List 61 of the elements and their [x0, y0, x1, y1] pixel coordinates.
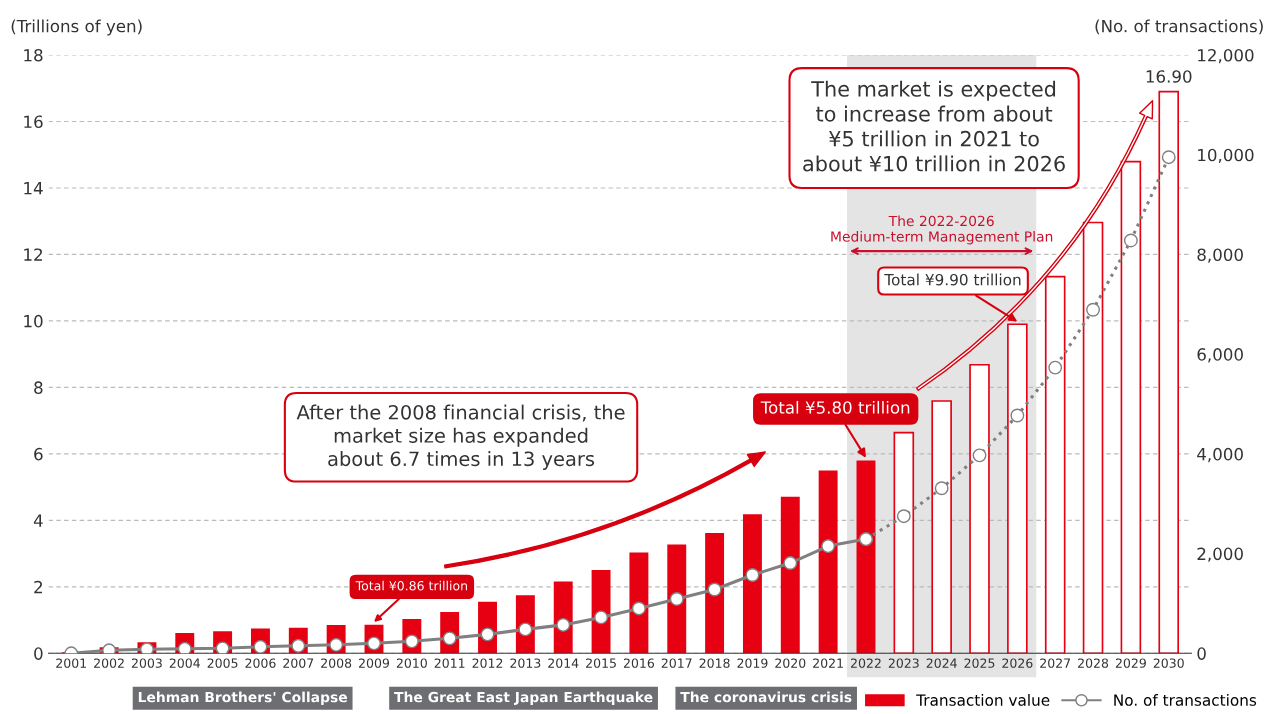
annotation: Total ¥0.86 trillion	[355, 580, 467, 591]
y-tick-label: 18	[24, 48, 43, 62]
annotation: After the 2008 financial crisis, the market size has expanded about 6.7 times in 13 years	[296, 404, 625, 470]
x-tick-label: 2002	[94, 658, 124, 668]
x-tick-label: 2024	[926, 658, 957, 668]
x-tick-label: 2022	[850, 658, 881, 668]
x-tick-label: 2025	[964, 658, 995, 668]
y-tick-label: 8	[34, 381, 43, 394]
x-tick-label: 2028	[1078, 658, 1109, 668]
x-tick-label: 2016	[623, 658, 655, 668]
y-tick-label: 16	[24, 115, 43, 129]
y-tick-label: 10	[24, 314, 43, 328]
x-tick-label: 2010	[396, 658, 427, 668]
y2-tick-label: 12,000	[1198, 48, 1254, 64]
y2-tick-label: 2,000	[1197, 547, 1243, 562]
x-tick-label: 2015	[586, 658, 616, 668]
data-label: 16.90	[1146, 70, 1192, 83]
x-tick-label: 2008	[321, 658, 352, 668]
x-tick-label: 2003	[131, 658, 162, 668]
text: Lehman Brothers' Collapse	[138, 691, 348, 706]
y2-tick-label: 4,000	[1197, 447, 1243, 463]
x-tick-label: 2012	[472, 658, 503, 668]
x-tick-label: 2027	[1040, 658, 1071, 668]
x-tick-label: 2014	[548, 658, 579, 668]
x-tick-label: 2007	[283, 658, 314, 668]
x-tick-label: 2004	[169, 658, 200, 668]
annotation: The market is expected to increase from about ¥5 trillion in 2021 to about ¥10 trillion in 2026	[803, 80, 1065, 172]
x-tick-label: 2011	[434, 658, 465, 668]
y2-tick-label: 10,000	[1198, 148, 1254, 163]
legend-label: Transaction value	[916, 694, 1050, 706]
y-tick-label: 4	[33, 514, 43, 527]
x-tick-label: 2021	[813, 658, 843, 668]
band-label: The 2022-2026 Medium-term Management Plan	[831, 215, 1053, 245]
x-tick-label: 2026	[1002, 658, 1033, 668]
legend-label: No. of transactions	[1114, 694, 1257, 706]
x-tick-label: 2023	[888, 658, 919, 668]
y-tick-label: 6	[34, 447, 43, 461]
y-tick-label: 12	[24, 248, 42, 261]
y2-tick-label: 0	[1197, 647, 1206, 660]
y-tick-label: 2	[34, 580, 42, 594]
y-tick-label: 0	[34, 647, 43, 660]
x-tick-label: 2005	[207, 658, 238, 668]
x-tick-label: 2018	[699, 658, 730, 668]
y2-axis-title: (No. of transactions)	[1095, 19, 1263, 35]
annotation: Total ¥5.80 trillion	[760, 400, 910, 414]
text: The Great East Japan Earthquake	[394, 691, 653, 706]
y-axis-title: (Trillions of yen)	[11, 19, 142, 36]
x-tick-label: 2009	[359, 658, 390, 668]
x-tick-label: 2001	[56, 658, 86, 668]
annotation: Total ¥9.90 trillion	[884, 273, 1021, 286]
x-tick-label: 2029	[1115, 658, 1146, 668]
y-tick-label: 14	[24, 182, 43, 195]
x-tick-label: 2019	[737, 658, 768, 668]
x-tick-label: 2013	[510, 658, 541, 668]
x-tick-label: 2020	[775, 658, 806, 668]
y2-tick-label: 8,000	[1197, 248, 1243, 263]
x-tick-label: 2006	[245, 658, 276, 668]
text: The coronavirus crisis	[680, 691, 852, 703]
x-tick-label: 2030	[1153, 658, 1184, 668]
x-tick-label: 2017	[661, 658, 692, 668]
y2-tick-label: 6,000	[1197, 348, 1243, 363]
